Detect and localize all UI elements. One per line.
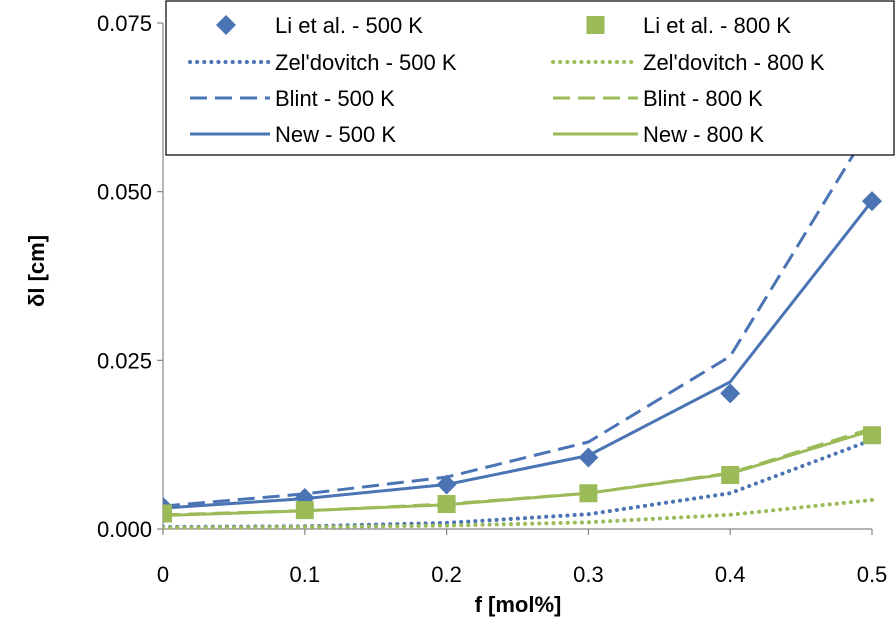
legend-label: Blint - 800 K — [643, 86, 763, 111]
legend-box — [165, 0, 895, 156]
data-point — [578, 447, 599, 468]
x-tick-label: 0.4 — [715, 562, 746, 587]
legend-label: Li et al. - 500 K — [275, 13, 423, 38]
x-tick-label: 0.5 — [857, 562, 888, 587]
series-line-new-800-k — [163, 429, 873, 517]
x-tick-label: 0.1 — [290, 562, 321, 587]
data-point — [579, 484, 598, 503]
data-point — [436, 474, 457, 495]
axes — [162, 23, 872, 530]
y-tick-label: 0.025 — [97, 348, 152, 373]
legend-label: Zel'dovitch - 500 K — [275, 50, 457, 75]
series-line-new-500-k — [163, 200, 874, 510]
data-point — [720, 383, 741, 404]
y-tick-label: 0.000 — [97, 517, 152, 542]
ticks-layer: 0.000 0.025 0.050 0.075 0 0.1 0.2 0.3 0.4 0.5 — [97, 11, 887, 587]
legend-item-new-500-k: New - 500 K — [190, 122, 396, 147]
series-layer — [163, 123, 882, 530]
data-point — [862, 191, 882, 212]
data-point — [437, 495, 456, 514]
legend-item-blint-800-k: Blint - 800 K — [553, 86, 763, 111]
y-tick-label: 0.075 — [97, 11, 152, 36]
x-tick-label: 0.3 — [573, 562, 604, 587]
data-point — [163, 504, 172, 523]
legend-symbol — [586, 16, 605, 34]
legend-item-zel-dovitch-500-k: Zel'dovitch - 500 K — [188, 50, 457, 75]
legend-item-li-et-al-500-k: Li et al. - 500 K — [216, 13, 423, 38]
data-point — [295, 501, 314, 520]
legend-label: Blint - 500 K — [275, 86, 395, 111]
x-tick-label: 0 — [157, 562, 169, 587]
legend: Li et al. - 500 K Li et al. - 800 K Zel'do… — [165, 0, 895, 156]
y-tick-label: 0.050 — [97, 180, 152, 205]
legend-item-blint-500-k: Blint - 500 K — [190, 86, 395, 111]
y-axis-title: δl [cm] — [24, 235, 49, 307]
data-point — [863, 426, 881, 445]
legend-label: Li et al. - 800 K — [643, 13, 791, 38]
series-line-zel-dovitch-800-k — [163, 498, 874, 530]
series-line-blint-500-k — [163, 123, 874, 508]
legend-label: New - 800 K — [643, 122, 764, 147]
legend-item-zel-dovitch-800-k: Zel'dovitch - 800 K — [551, 50, 825, 75]
legend-label: New - 500 K — [275, 122, 396, 147]
legend-item-new-800-k: New - 800 K — [553, 122, 764, 147]
x-axis-title: f [mol%] — [475, 592, 562, 617]
series-markers-li-et-al-800-k — [163, 426, 881, 523]
data-point — [721, 466, 740, 485]
legend-symbol — [216, 15, 236, 35]
x-tick-label: 0.2 — [431, 562, 462, 587]
series-markers-li-et-al-500-k — [163, 191, 882, 517]
legend-item-li-et-al-800-k: Li et al. - 800 K — [586, 13, 791, 38]
legend-label: Zel'dovitch - 800 K — [643, 50, 825, 75]
series-line-zel-dovitch-500-k — [163, 437, 874, 529]
